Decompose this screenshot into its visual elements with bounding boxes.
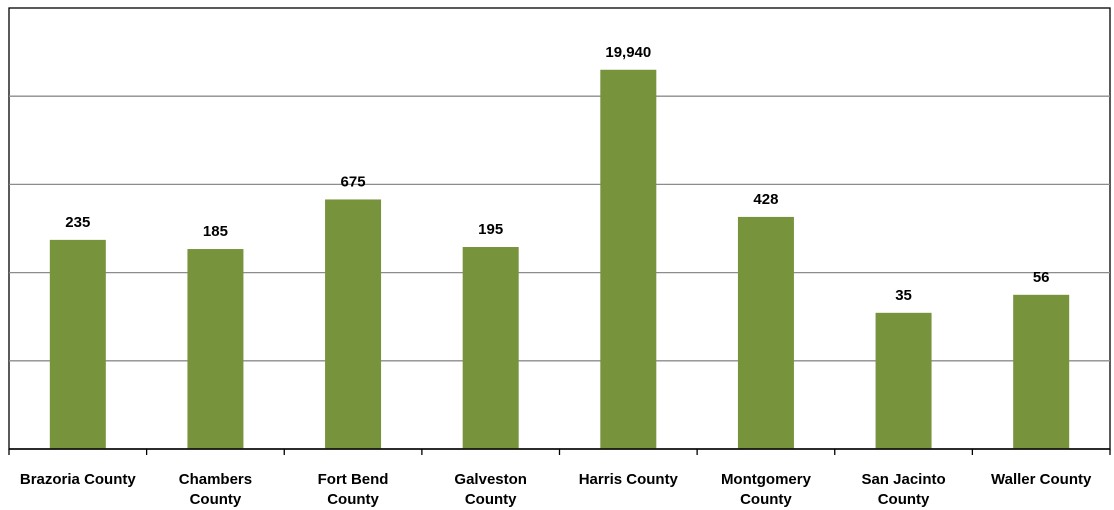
data-label: 235	[65, 214, 90, 231]
bar	[875, 312, 932, 449]
plot-border	[8, 7, 1111, 450]
bar	[462, 247, 519, 449]
data-label: 675	[341, 173, 366, 190]
bar	[49, 239, 106, 449]
x-tick-label: Brazoria County	[20, 471, 137, 488]
x-tick-label: Chambers County	[179, 471, 252, 508]
x-tick-label: Galveston County	[454, 471, 527, 508]
bar	[737, 216, 794, 449]
x-tick-label: Montgomery County	[721, 471, 812, 508]
category-labels: Brazoria County Chambers County Fort Bend Co…	[20, 471, 1092, 508]
data-label: 56	[1033, 269, 1050, 286]
data-label: 19,940	[605, 44, 651, 61]
bar	[600, 69, 657, 449]
x-tick-label: San Jacinto County	[861, 471, 945, 508]
plot-area	[8, 7, 1111, 450]
bar	[1013, 294, 1070, 449]
bars	[49, 69, 1070, 449]
data-label: 195	[478, 221, 503, 238]
value-labels: 235 185 675 195 19,940 428 35 56	[65, 44, 1049, 304]
x-tick-label: Fort Bend County	[318, 471, 389, 508]
data-label: 35	[895, 287, 912, 304]
data-label: 185	[203, 223, 228, 240]
x-tick-label: Harris County	[579, 471, 679, 488]
bar	[187, 249, 244, 449]
data-label: 428	[753, 191, 778, 208]
gridlines	[9, 95, 1110, 362]
bar	[325, 199, 382, 449]
x-tick-label: Waller County	[991, 471, 1092, 488]
axes	[8, 448, 1111, 455]
